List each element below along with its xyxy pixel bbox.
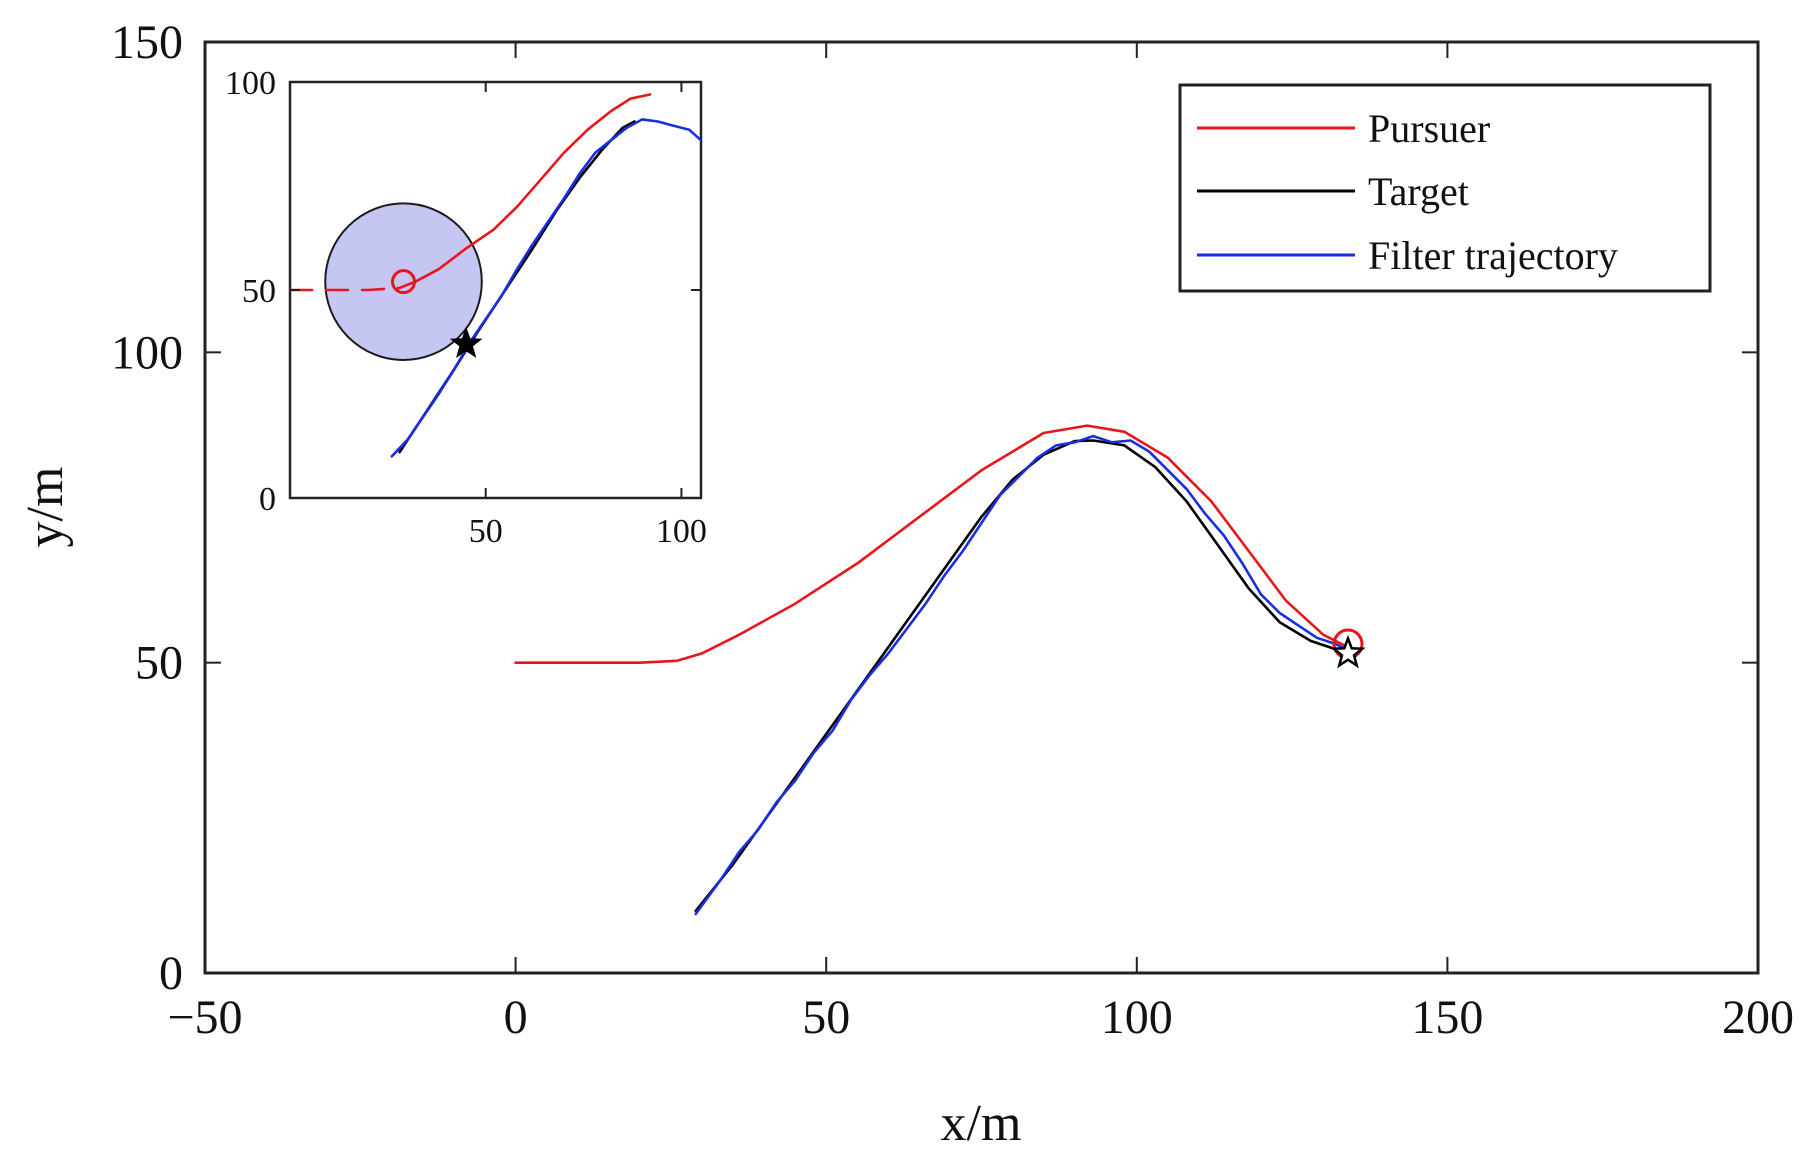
legend-box — [1178, 83, 1712, 293]
inset-y-ticks: 0 50 100 — [225, 65, 701, 518]
legend-label-filter: Filter trajectory — [1368, 233, 1618, 278]
main-y-tick-label: 100 — [111, 326, 183, 379]
x-axis-label: x/m — [941, 1095, 1022, 1149]
inset-series-pursuer — [414, 93, 652, 283]
main-x-tick-label: 200 — [1722, 991, 1794, 1044]
inset-y-tick-label: 100 — [225, 65, 276, 102]
inset-series-pursuer-dashed-approach-dashed — [290, 280, 417, 292]
main-x-tick-label: 150 — [1411, 991, 1483, 1044]
legend-label-pursuer: Pursuer — [1368, 106, 1490, 151]
inset-capture-circle — [324, 202, 483, 361]
inset-y-tick-label: 0 — [259, 481, 276, 518]
inset-markers-group — [391, 269, 483, 358]
legend: Pursuer Target Filter trajectory — [1178, 83, 1712, 293]
legend-label-target: Target — [1368, 169, 1469, 214]
main-series-filter-trajectory — [694, 434, 1350, 916]
main-y-tick-label: 50 — [135, 637, 183, 690]
main-x-tick-label: 50 — [802, 991, 850, 1044]
inset-marker-target-start — [449, 326, 483, 358]
y-axis-label: y/m — [17, 467, 74, 548]
inset-x-tick-label: 50 — [469, 513, 503, 550]
main-x-ticks: −50 0 50 100 150 200 — [167, 42, 1794, 1044]
inset-plot: 50 100 0 50 100 — [225, 65, 707, 550]
main-series-pursuer — [514, 424, 1350, 664]
main-y-tick-label: 150 — [111, 16, 183, 69]
main-y-tick-label: 0 — [159, 947, 183, 1000]
main-x-tick-label: −50 — [167, 991, 242, 1044]
main-series-group — [514, 424, 1350, 916]
inset-marker-pursuer-start — [391, 269, 417, 295]
inset-x-ticks: 50 100 — [469, 82, 707, 550]
main-y-ticks: 0 50 100 150 — [111, 16, 1758, 1000]
main-markers-group — [1330, 628, 1366, 669]
inset-x-tick-label: 100 — [656, 513, 707, 550]
main-marker-target-end — [1330, 634, 1366, 669]
inset-y-tick-label: 50 — [242, 273, 276, 310]
inset-series-group — [290, 93, 701, 458]
inset-series-filter-trajectory — [390, 118, 701, 458]
main-x-tick-label: 0 — [504, 991, 528, 1044]
main-x-tick-label: 100 — [1101, 991, 1173, 1044]
